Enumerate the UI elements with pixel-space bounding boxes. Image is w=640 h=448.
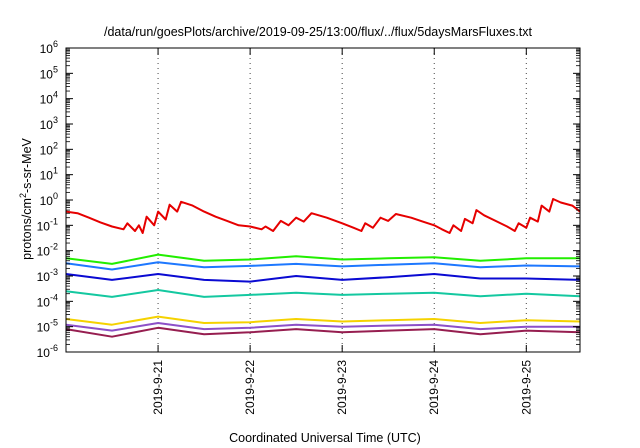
series-lines bbox=[65, 198, 581, 338]
y-tick-label: 10-3 bbox=[37, 267, 58, 284]
y-tick-label-exponent: -4 bbox=[50, 292, 58, 302]
y-tick-label-exponent: 2 bbox=[53, 140, 58, 150]
y-axis-label-superscript: 2 bbox=[18, 193, 28, 198]
y-tick-label-exponent: 5 bbox=[53, 64, 58, 74]
x-tick-label: 2019-9-21 bbox=[151, 360, 165, 415]
y-tick-label-exponent: -5 bbox=[50, 318, 58, 328]
y-tick-label-base: 10 bbox=[40, 194, 54, 208]
y-axis-label-base: protons/cm bbox=[20, 198, 34, 260]
y-axis-label: protons/cm2-s-sr-MeV bbox=[18, 137, 34, 259]
y-tick-label: 100 bbox=[40, 191, 58, 208]
y-tick-label: 10-1 bbox=[37, 216, 58, 233]
y-tick-label-exponent: -6 bbox=[50, 343, 58, 353]
series-line-6 bbox=[65, 315, 581, 326]
y-tick-label-base: 10 bbox=[40, 93, 54, 107]
y-tick-label-base: 10 bbox=[37, 245, 51, 259]
y-tick-label-base: 10 bbox=[40, 118, 54, 132]
axis-ticks bbox=[66, 47, 580, 353]
y-tick-label-base: 10 bbox=[40, 143, 54, 157]
series-line-1 bbox=[65, 198, 581, 234]
series-line-3 bbox=[65, 261, 581, 271]
y-tick-label-exponent: -2 bbox=[50, 242, 58, 252]
y-tick-label: 10-4 bbox=[37, 292, 58, 309]
chart-title: /data/run/goesPlots/archive/2019-09-25/1… bbox=[104, 25, 533, 39]
x-tick-label: 2019-9-24 bbox=[427, 360, 441, 415]
y-tick-label: 104 bbox=[40, 90, 58, 107]
y-tick-label-exponent: -3 bbox=[50, 267, 58, 277]
y-tick-label-exponent: -1 bbox=[50, 216, 58, 226]
x-axis-label: Coordinated Universal Time (UTC) bbox=[229, 431, 421, 445]
y-tick-label-exponent: 4 bbox=[53, 90, 58, 100]
y-tick-label-exponent: 3 bbox=[53, 115, 58, 125]
y-axis-label-rest: -s-sr-MeV bbox=[20, 137, 34, 193]
y-tick-label: 10-5 bbox=[37, 318, 58, 335]
x-tick-label: 2019-9-25 bbox=[519, 360, 533, 415]
series-line-7 bbox=[65, 322, 580, 332]
y-tick-label-base: 10 bbox=[40, 42, 54, 56]
y-tick-label-base: 10 bbox=[40, 67, 54, 81]
y-tick-label-base: 10 bbox=[37, 270, 51, 284]
y-tick-label: 103 bbox=[40, 115, 58, 132]
x-tick-label: 2019-9-22 bbox=[243, 360, 257, 415]
y-tick-label-base: 10 bbox=[40, 169, 54, 183]
y-tick-label: 106 bbox=[40, 39, 58, 56]
tick-labels: 10-610-510-410-310-210-11001011021031041… bbox=[37, 39, 534, 415]
y-tick-label: 10-2 bbox=[37, 242, 58, 259]
y-tick-label-base: 10 bbox=[37, 219, 51, 233]
y-tick-label: 105 bbox=[40, 64, 58, 81]
x-tick-label: 2019-9-23 bbox=[335, 360, 349, 415]
series-line-5 bbox=[65, 289, 581, 298]
y-tick-label: 102 bbox=[40, 140, 58, 157]
y-tick-label-base: 10 bbox=[37, 295, 51, 309]
series-line-4 bbox=[65, 273, 581, 283]
y-tick-label: 10-6 bbox=[37, 343, 58, 360]
series-line-2 bbox=[65, 253, 580, 265]
series-line-8 bbox=[65, 326, 581, 338]
y-tick-label-exponent: 0 bbox=[53, 191, 58, 201]
y-tick-label-base: 10 bbox=[37, 321, 51, 335]
gridlines bbox=[157, 48, 527, 352]
plot-frame bbox=[65, 47, 581, 353]
y-tick-label-base: 10 bbox=[37, 346, 51, 360]
y-tick-label-exponent: 6 bbox=[53, 39, 58, 49]
y-tick-label: 101 bbox=[40, 166, 58, 183]
y-tick-label-exponent: 1 bbox=[53, 166, 58, 176]
